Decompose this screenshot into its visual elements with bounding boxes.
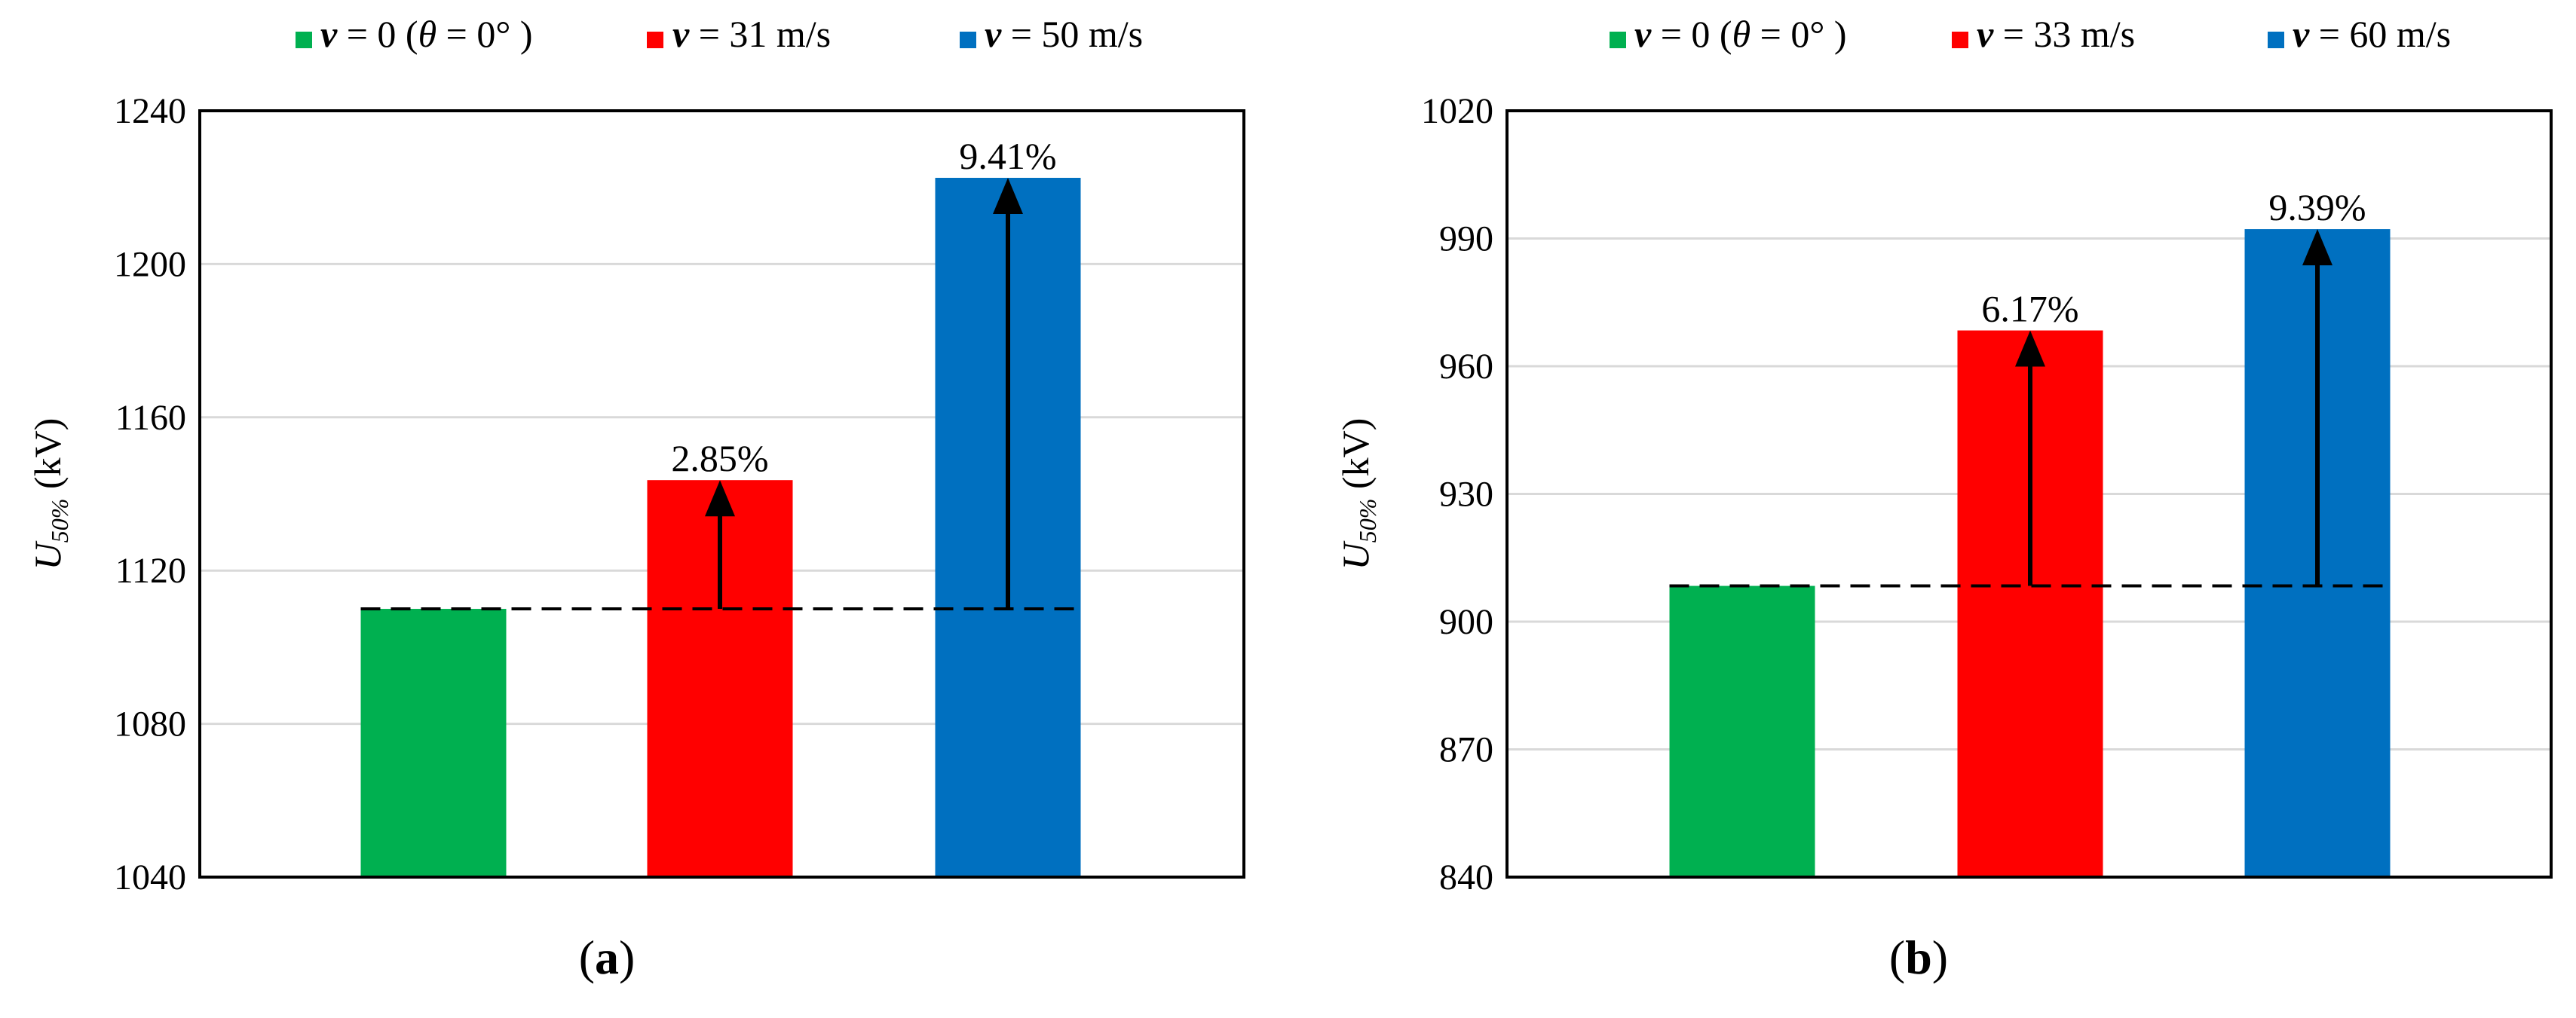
y-tick-label: 930	[1439, 475, 1493, 515]
y-axis-label: U50% (kV)	[1334, 418, 1381, 570]
increase-arrow-head	[2015, 330, 2045, 367]
percent-increase-label: 9.39%	[2268, 186, 2366, 228]
legend-swatch-2	[1952, 32, 1968, 48]
legend-swatch-3	[2268, 32, 2284, 48]
legend-label-3: v = 50 m/s	[985, 13, 1143, 55]
plot-frame	[1505, 109, 2553, 879]
increase-arrow-head	[993, 177, 1023, 214]
legend-label-2: v = 33 m/s	[1977, 13, 2135, 55]
chart-panel-a: 1040 1080 1120 1160 1200 1240 2.85% 9.41% v = 0 …	[26, 13, 1245, 984]
y-tick-label: 1020	[1421, 91, 1493, 131]
bar-1	[1669, 585, 1815, 877]
y-tick-label: 870	[1439, 730, 1493, 770]
y-tick-label: 1240	[114, 91, 186, 131]
y-tick-label: 960	[1439, 347, 1493, 387]
y-tick-label: 1160	[115, 398, 186, 438]
y-tick-label: 840	[1439, 858, 1493, 897]
legend-swatch-1	[1610, 32, 1626, 48]
percent-increase-label: 2.85%	[671, 437, 768, 479]
panel-label: (a)	[579, 931, 636, 984]
panel-label: (b)	[1889, 931, 1948, 984]
chart-panel-b: 840 870 900 930 960 990 1020 6.17% 9.39% v = 0 (θ…	[1334, 13, 2553, 984]
y-tick-label: 1120	[115, 551, 186, 591]
percent-increase-label: 9.41%	[959, 135, 1056, 177]
bar-1	[360, 609, 507, 877]
y-tick-label: 1080	[114, 705, 186, 744]
legend-label-1: v = 0 (θ = 0° )	[320, 13, 532, 55]
y-tick-label: 990	[1439, 219, 1493, 259]
legend-swatch-3	[960, 32, 976, 48]
percent-increase-label: 6.17%	[1981, 288, 2078, 330]
y-axis-label: U50% (kV)	[26, 418, 73, 570]
legend-label-3: v = 60 m/s	[2293, 13, 2451, 55]
increase-arrow-head	[2302, 229, 2332, 266]
y-tick-label: 1040	[114, 858, 186, 897]
y-tick-label: 1200	[114, 244, 186, 284]
legend-label-2: v = 31 m/s	[672, 13, 831, 55]
legend-swatch-2	[647, 32, 663, 48]
legend-swatch-1	[296, 32, 312, 48]
legend-label-1: v = 0 (θ = 0° )	[1634, 13, 1846, 55]
y-tick-label: 900	[1439, 602, 1493, 642]
increase-arrow-head	[705, 480, 735, 517]
plot-frame	[198, 109, 1245, 879]
